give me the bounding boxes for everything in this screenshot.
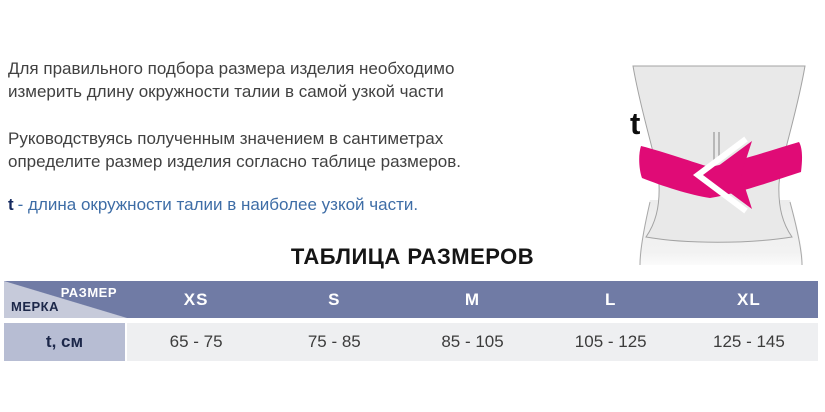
size-table-title: ТАБЛИЦА РАЗМЕРОВ	[290, 244, 535, 269]
size-table: РАЗМЕР МЕРКА XS S M L XL t, см 65 - 75 7…	[4, 281, 819, 361]
column-header-xl: XL	[679, 281, 819, 318]
intro-paragraph-2: Руководствуясь полученным значением в са…	[8, 129, 461, 171]
value-xl: 125 - 145	[679, 323, 819, 361]
value-s: 75 - 85	[265, 323, 404, 361]
corner-cell: РАЗМЕР МЕРКА	[4, 281, 127, 318]
value-xs: 65 - 75	[127, 323, 266, 361]
column-header-m: M	[403, 281, 542, 318]
value-l: 105 - 125	[541, 323, 680, 361]
column-header-xs: XS	[127, 281, 266, 318]
arrow-left-icon	[706, 141, 752, 209]
hip-outline-right	[789, 201, 803, 266]
column-header-s: S	[265, 281, 404, 318]
size-table-data-row: t, см 65 - 75 75 - 85 85 - 105 105 - 125…	[4, 323, 819, 361]
row-label-t-cm: t, см	[4, 323, 127, 361]
measurement-definition: - длина окружности талии в наиболее узко…	[17, 195, 419, 214]
measurement-term: t	[8, 195, 14, 214]
measurement-note: t- длина окружности талии в наиболее узк…	[8, 193, 528, 216]
corner-size-label: РАЗМЕР	[60, 285, 117, 300]
value-m: 85 - 105	[403, 323, 542, 361]
size-table-header-row: РАЗМЕР МЕРКА XS S M L XL	[4, 281, 819, 318]
hip-outline-left	[639, 201, 651, 266]
intro-paragraph-1: Для правильного подбора размера изделия …	[8, 59, 455, 101]
back-crease-lines	[713, 132, 720, 160]
column-header-l: L	[541, 281, 680, 318]
waist-measure-illustration	[632, 65, 806, 266]
figure-t-label: t	[630, 106, 641, 141]
band-gap	[693, 136, 748, 214]
corner-measure-label: МЕРКА	[11, 299, 59, 314]
